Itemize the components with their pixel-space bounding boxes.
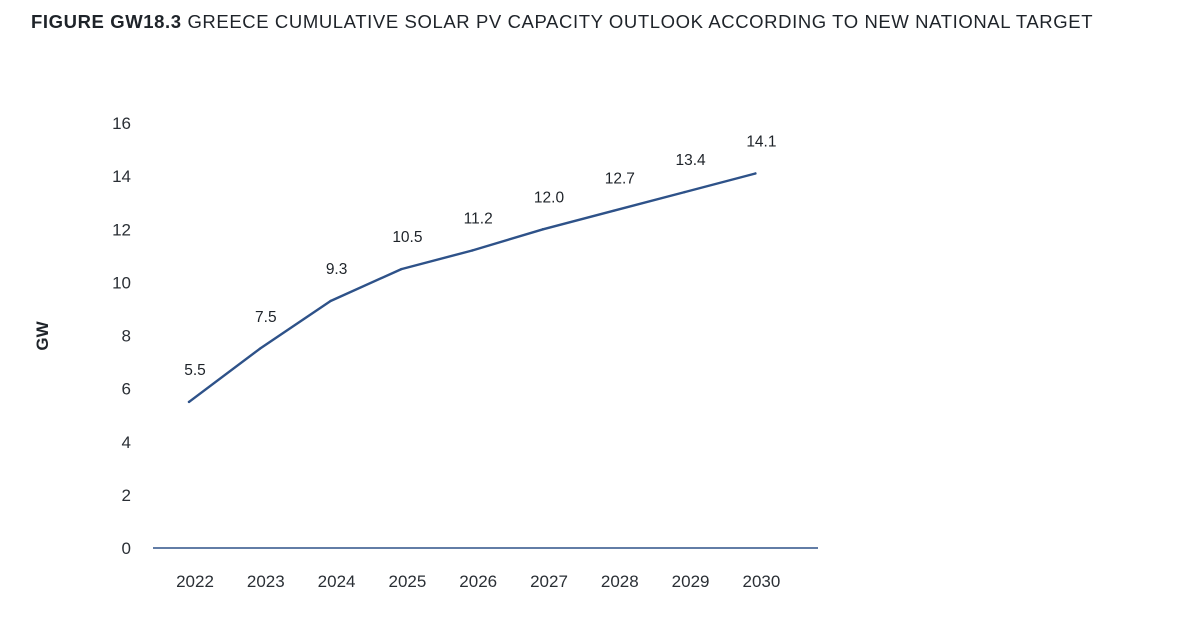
data-label: 12.7 — [605, 171, 635, 188]
data-point — [258, 347, 261, 350]
y-tick-label: 12 — [112, 220, 131, 239]
data-label: 9.3 — [326, 261, 348, 278]
figure-number: FIGURE GW18.3 — [31, 11, 182, 32]
x-tick-label: 2025 — [388, 572, 426, 591]
data-label: 12.0 — [534, 189, 565, 206]
data-point — [541, 228, 545, 231]
y-tick-label: 6 — [122, 380, 131, 399]
data-label: 13.4 — [676, 152, 707, 169]
data-label: 7.5 — [255, 309, 277, 326]
x-tick-label: 2024 — [318, 572, 356, 591]
data-point — [754, 172, 757, 175]
series-line — [187, 172, 757, 404]
data-point — [471, 249, 474, 252]
data-label: 10.5 — [392, 229, 422, 246]
x-axis-ticks: 2022 2023 2024 2025 2026 2027 2028 2029 2030 — [176, 572, 780, 591]
x-tick-label: 2026 — [459, 572, 497, 591]
y-tick-label: 2 — [122, 486, 131, 505]
data-label: 5.5 — [184, 362, 206, 379]
x-tick-label: 2027 — [530, 572, 568, 591]
y-tick-label: 14 — [112, 167, 131, 186]
data-point — [612, 209, 615, 212]
y-tick-label: 8 — [122, 327, 131, 346]
x-tick-label: 2029 — [672, 572, 710, 591]
chart-title: FIGURE GW18.3 GREECE CUMULATIVE SOLAR PV… — [31, 11, 1093, 33]
x-tick-label: 2030 — [742, 572, 780, 591]
y-tick-label: 0 — [122, 539, 131, 558]
data-labels: 5.5 7.5 9.3 10.5 11.2 12.0 12.7 13.4 14.1 — [184, 133, 776, 378]
y-tick-label: 16 — [112, 114, 131, 133]
x-tick-label: 2023 — [247, 572, 285, 591]
y-axis-ticks: 0 2 4 6 8 10 12 14 16 — [112, 114, 131, 558]
figure-title: GREECE CUMULATIVE SOLAR PV CAPACITY OUTL… — [187, 11, 1094, 32]
data-label: 14.1 — [746, 133, 776, 150]
y-tick-label: 4 — [122, 433, 131, 452]
data-point — [329, 299, 332, 303]
data-label: 11.2 — [464, 211, 493, 228]
x-tick-label: 2028 — [601, 572, 639, 591]
data-point — [683, 190, 686, 194]
x-tick-label: 2022 — [176, 572, 214, 591]
y-axis-title: GW — [33, 320, 52, 350]
data-point — [400, 267, 403, 271]
y-tick-label: 10 — [112, 273, 131, 292]
data-point — [187, 400, 191, 404]
